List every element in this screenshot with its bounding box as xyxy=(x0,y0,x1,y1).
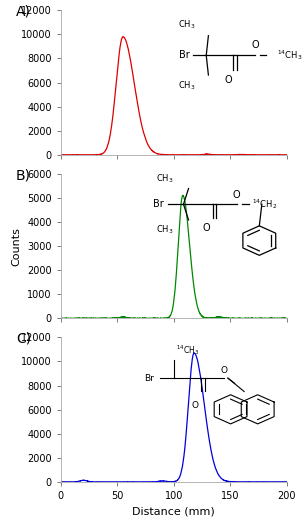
X-axis label: Distance (mm): Distance (mm) xyxy=(132,506,215,516)
Y-axis label: Counts: Counts xyxy=(12,227,22,266)
Text: C): C) xyxy=(16,331,31,346)
Text: A): A) xyxy=(16,5,31,18)
Text: B): B) xyxy=(16,168,31,182)
